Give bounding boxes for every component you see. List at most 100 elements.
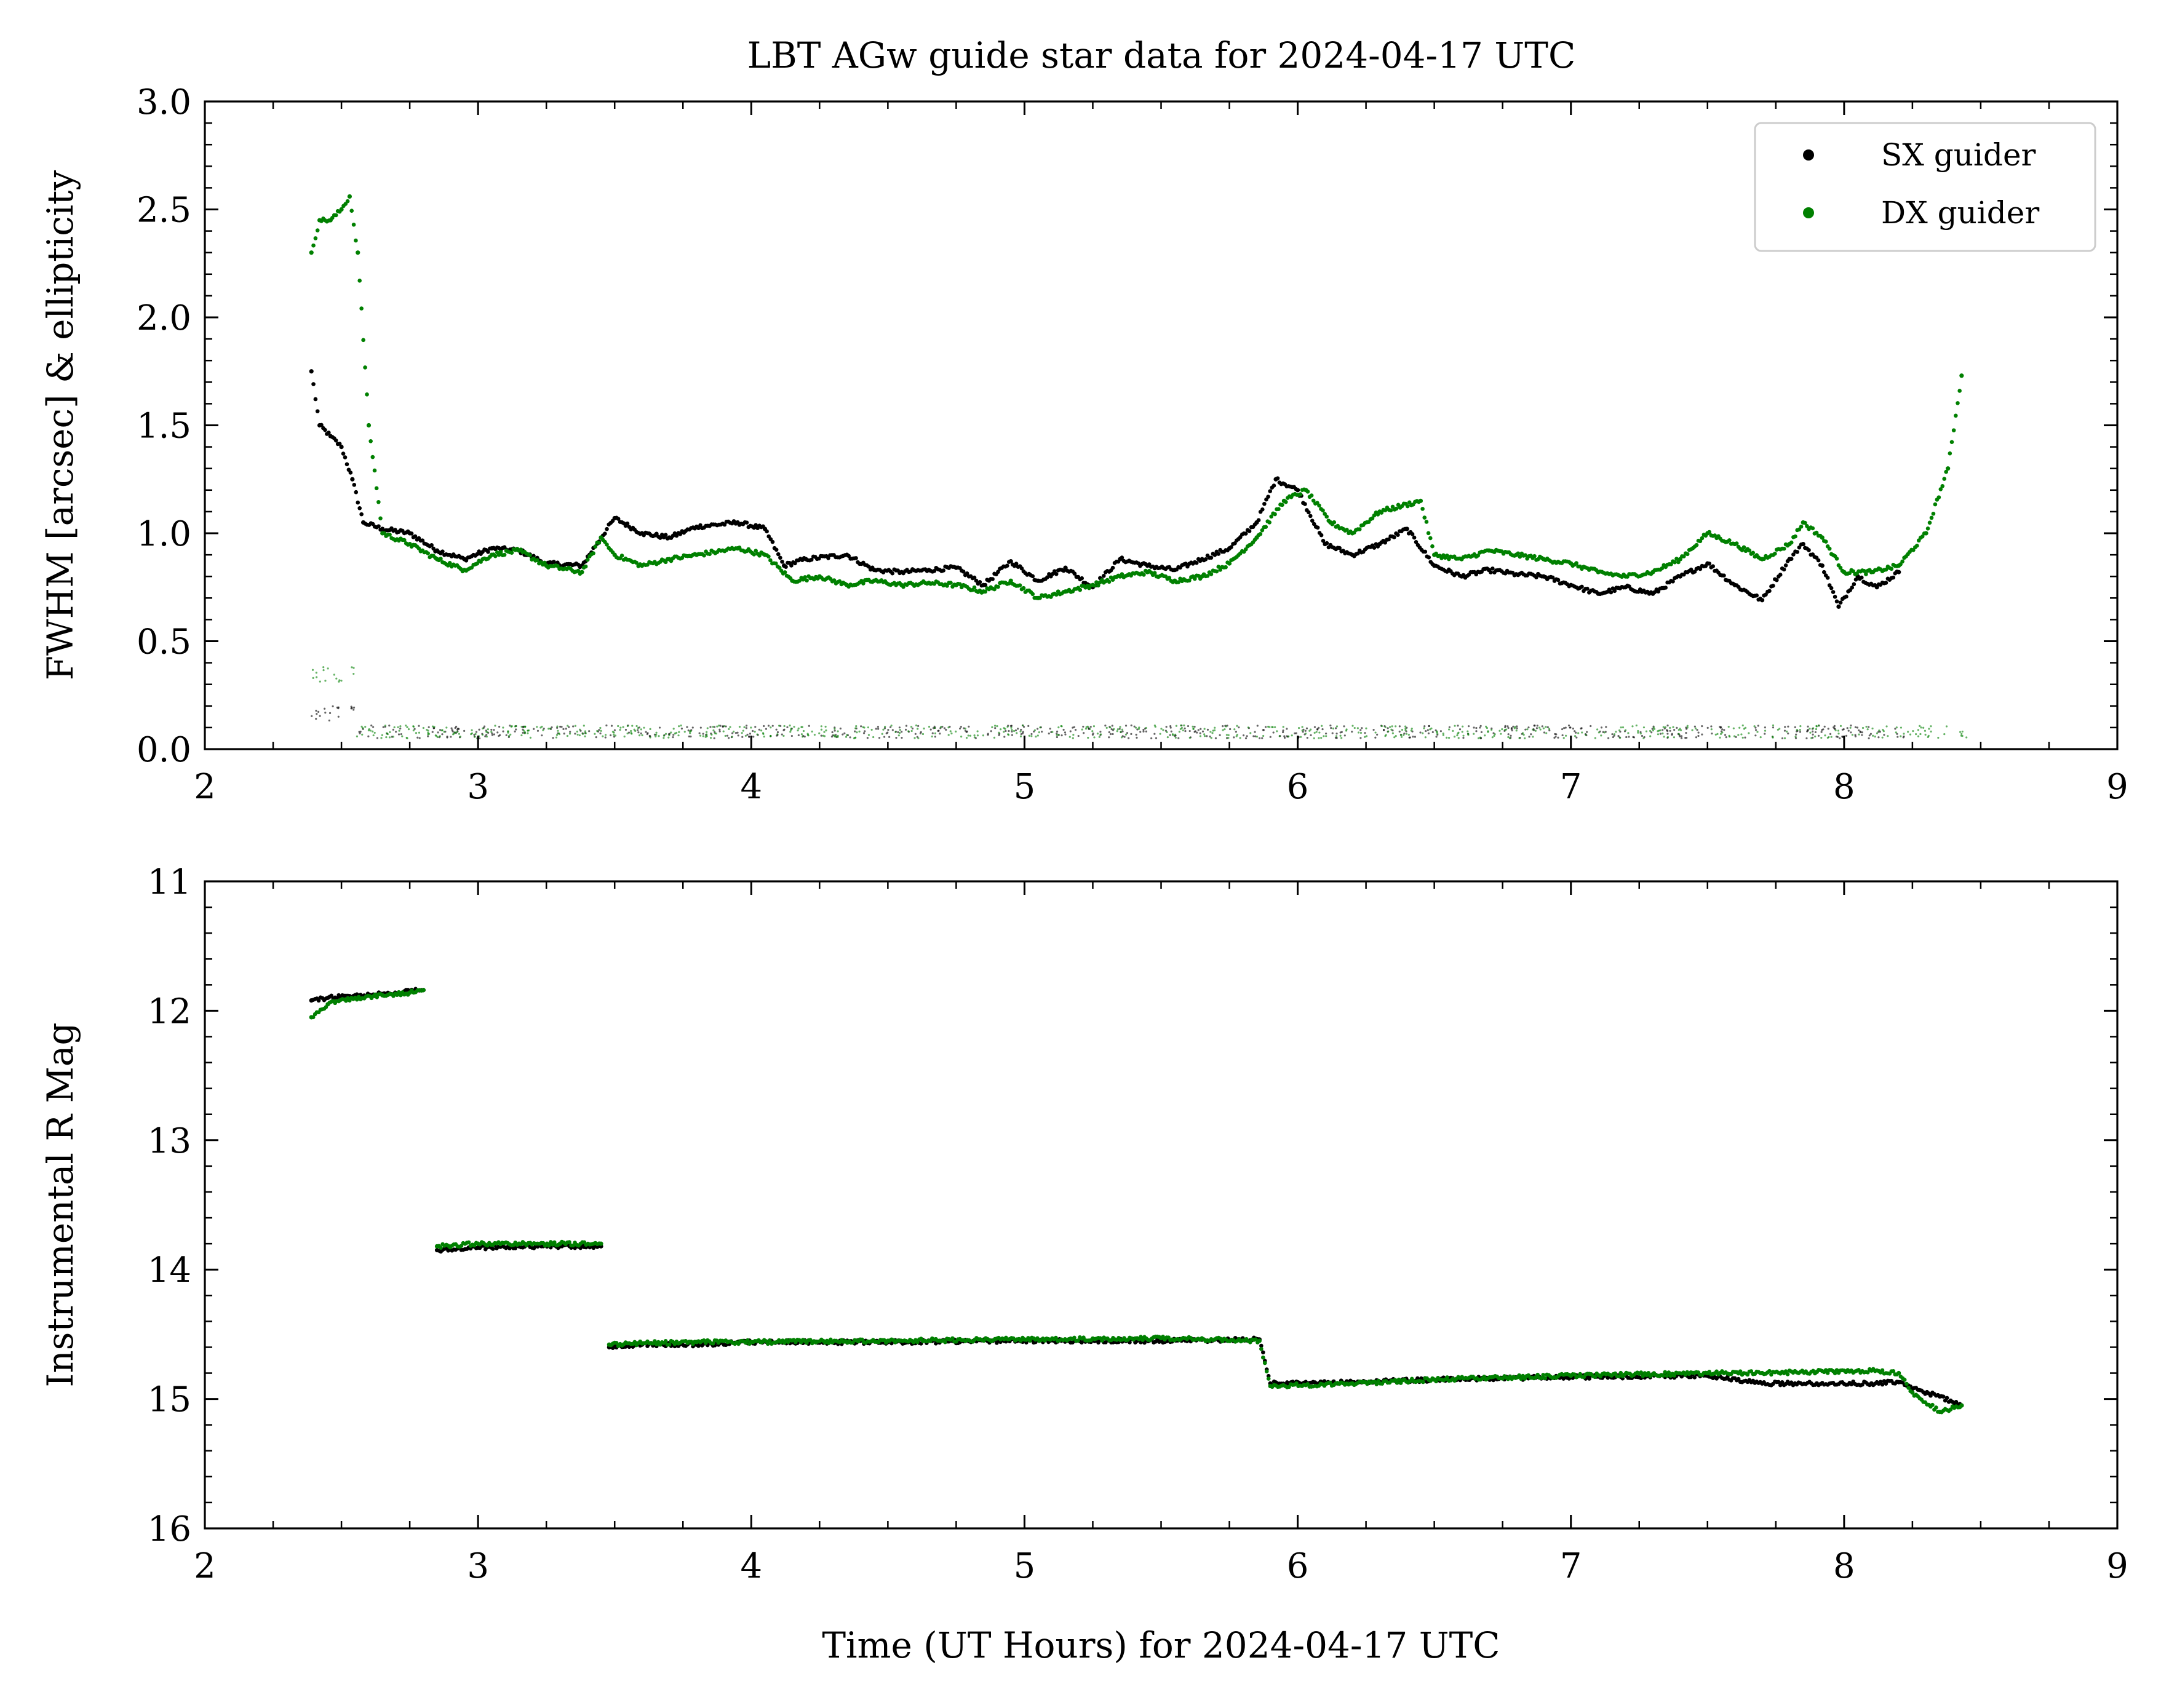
ellipticity-point bbox=[1109, 733, 1112, 736]
ellipticity-point bbox=[1787, 725, 1789, 728]
ellipticity-point bbox=[397, 733, 400, 736]
data-point bbox=[496, 552, 501, 557]
ellipticity-point bbox=[1301, 726, 1303, 728]
ellipticity-point bbox=[1479, 725, 1482, 727]
ellipticity-point bbox=[324, 680, 327, 682]
ellipticity-point bbox=[1569, 726, 1572, 729]
data-point bbox=[1663, 1370, 1668, 1375]
ellipticity-point bbox=[1111, 725, 1113, 727]
ellipticity-point bbox=[1473, 726, 1475, 729]
ellipticity-point bbox=[1365, 727, 1367, 729]
ellipticity-point bbox=[1121, 730, 1124, 733]
data-point bbox=[754, 549, 758, 553]
ellipticity-point bbox=[663, 737, 665, 739]
ellipticity-point bbox=[1820, 736, 1823, 739]
ellipticity-point bbox=[1188, 729, 1191, 733]
data-point bbox=[1594, 568, 1599, 573]
ellipticity-point bbox=[1318, 737, 1320, 739]
ellipticity-point bbox=[1153, 733, 1156, 735]
ellipticity-point bbox=[431, 731, 434, 733]
ellipticity-point bbox=[641, 734, 643, 737]
data-point bbox=[433, 549, 437, 554]
legend: SX guider DX guider bbox=[1754, 122, 2096, 252]
ellipticity-point bbox=[1858, 729, 1860, 732]
ellipticity-point bbox=[917, 728, 919, 730]
data-point bbox=[354, 490, 359, 495]
ellipticity-point bbox=[1881, 736, 1884, 739]
data-point bbox=[1700, 536, 1705, 541]
data-point bbox=[1426, 531, 1431, 536]
ellipticity-point bbox=[1011, 729, 1013, 731]
x-tick-label: 7 bbox=[1560, 767, 1582, 807]
ellipticity-point bbox=[1364, 732, 1366, 734]
ellipticity-point bbox=[1493, 734, 1495, 737]
ellipticity-point bbox=[1553, 736, 1556, 739]
ellipticity-point bbox=[1823, 725, 1826, 728]
ellipticity-point bbox=[627, 731, 631, 734]
ellipticity-point bbox=[1620, 726, 1622, 729]
ellipticity-point bbox=[672, 734, 675, 736]
ellipticity-point bbox=[1642, 737, 1645, 739]
ellipticity-point bbox=[1741, 736, 1744, 739]
ellipticity-point bbox=[317, 710, 320, 713]
ellipticity-point bbox=[1919, 725, 1921, 727]
ellipticity-point bbox=[982, 734, 984, 737]
data-point bbox=[354, 238, 358, 243]
data-point bbox=[1807, 548, 1811, 552]
data-point bbox=[990, 577, 995, 581]
data-point bbox=[667, 1342, 672, 1347]
ellipticity-point bbox=[1799, 731, 1802, 733]
ellipticity-point bbox=[1772, 736, 1774, 739]
data-point bbox=[1310, 518, 1315, 523]
ellipticity-point bbox=[490, 728, 493, 731]
data-point bbox=[616, 517, 621, 521]
ellipticity-point bbox=[1515, 729, 1518, 732]
ellipticity-point bbox=[1545, 726, 1547, 728]
ellipticity-point bbox=[1035, 736, 1037, 738]
ellipticity-point bbox=[1166, 736, 1169, 739]
data-point bbox=[1120, 572, 1124, 576]
ellipticity-point bbox=[1306, 736, 1308, 739]
ellipticity-point bbox=[1329, 724, 1332, 727]
ellipticity-point bbox=[583, 725, 585, 727]
data-point bbox=[808, 1338, 813, 1342]
data-point bbox=[1054, 1335, 1058, 1340]
ellipticity-point bbox=[1854, 726, 1857, 728]
ellipticity-point bbox=[332, 705, 334, 707]
data-point bbox=[1773, 551, 1777, 556]
ellipticity-point bbox=[709, 726, 712, 728]
data-point bbox=[1660, 566, 1665, 571]
ellipticity-point bbox=[474, 733, 477, 735]
ellipticity-point bbox=[1332, 727, 1335, 730]
ellipticity-point bbox=[743, 726, 746, 729]
ellipticity-point bbox=[797, 727, 800, 729]
data-point bbox=[1567, 560, 1572, 565]
ellipticity-point bbox=[1796, 729, 1798, 731]
data-point bbox=[1703, 563, 1708, 568]
ellipticity-point bbox=[1033, 729, 1036, 731]
data-point bbox=[1167, 576, 1172, 580]
ellipticity-point bbox=[397, 726, 399, 729]
data-point bbox=[866, 564, 871, 569]
data-point bbox=[1567, 1372, 1572, 1377]
data-point bbox=[344, 462, 349, 467]
data-point bbox=[324, 1005, 328, 1009]
ellipticity-point bbox=[834, 729, 836, 732]
data-point bbox=[610, 518, 615, 523]
data-point bbox=[805, 578, 809, 583]
data-point bbox=[402, 538, 407, 542]
data-point bbox=[1430, 1376, 1435, 1381]
data-point bbox=[1034, 578, 1038, 582]
ellipticity-point bbox=[1737, 734, 1740, 736]
ellipticity-point bbox=[1400, 736, 1403, 738]
data-point bbox=[702, 553, 706, 558]
data-point bbox=[1171, 580, 1176, 584]
ellipticity-point bbox=[1120, 731, 1122, 733]
data-point bbox=[1005, 563, 1009, 568]
ellipticity-point bbox=[1574, 730, 1576, 733]
ellipticity-point bbox=[1603, 731, 1606, 734]
ellipticity-point bbox=[1193, 725, 1196, 728]
ellipticity-point bbox=[562, 728, 565, 731]
data-point bbox=[854, 556, 858, 560]
data-point bbox=[361, 338, 365, 343]
